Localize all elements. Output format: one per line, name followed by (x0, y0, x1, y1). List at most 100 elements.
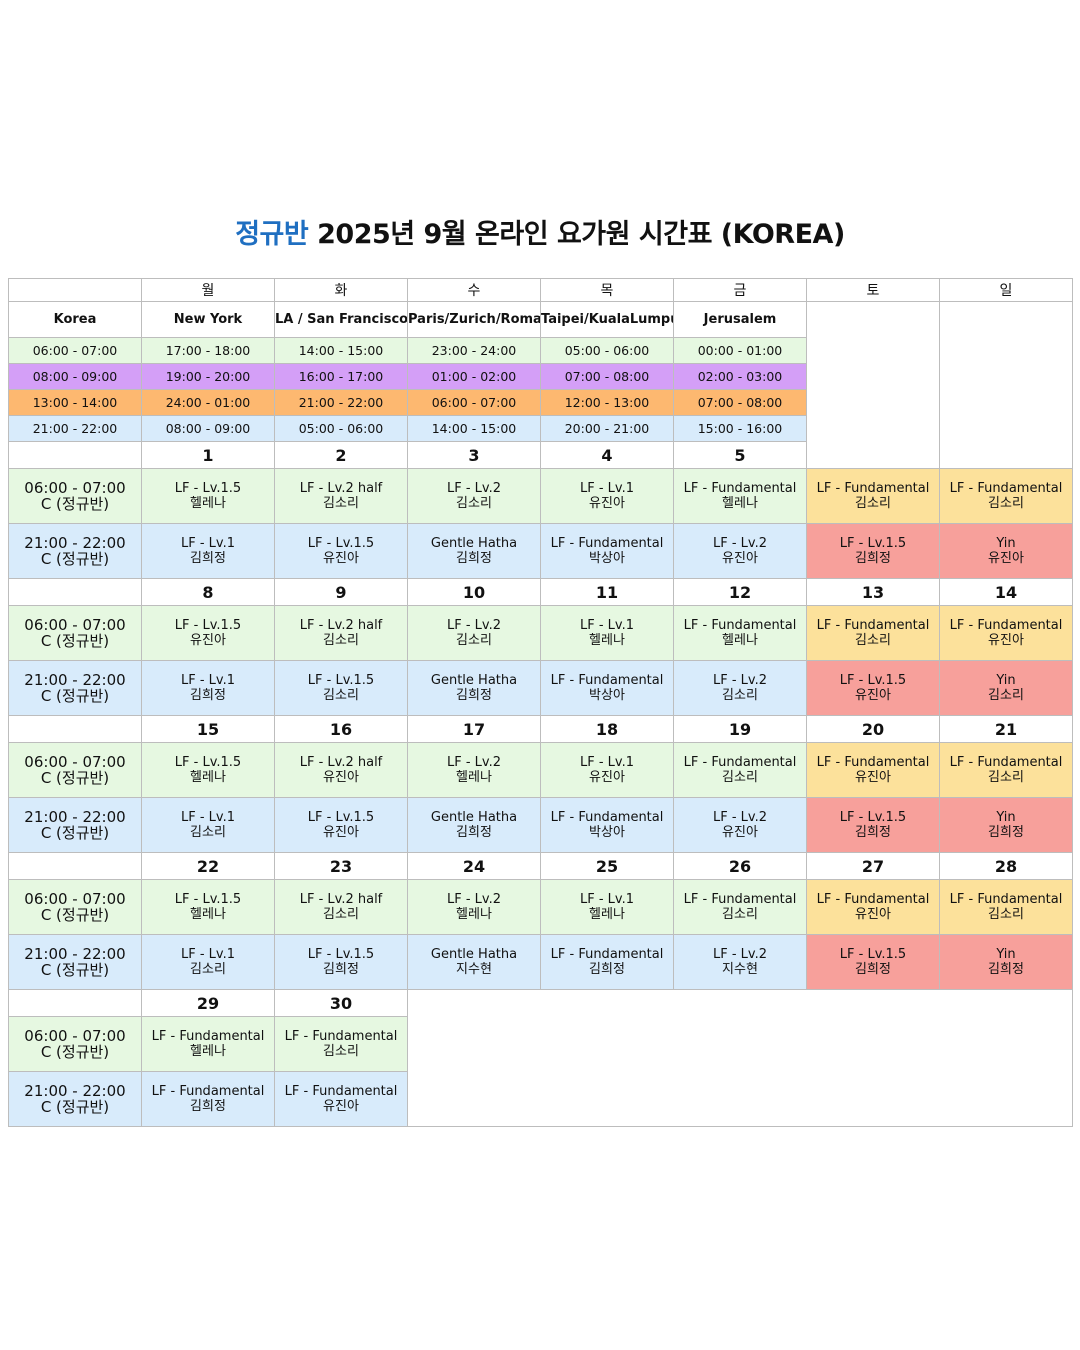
class-name: LF - Fundamental (683, 618, 797, 633)
date-number: 20 (806, 715, 940, 743)
instructor-name: 유진아 (323, 1099, 359, 1114)
date-number: 4 (540, 441, 674, 469)
class-cell: LF - Fundamental 김소리 (274, 1016, 408, 1072)
date-number: 10 (407, 578, 541, 606)
title-text: 2025년 9월 온라인 요가원 시간표 (KOREA) (308, 219, 845, 250)
instructor-name: 김소리 (190, 825, 226, 840)
date-number: 27 (806, 852, 940, 880)
corner-cell (8, 278, 142, 302)
instructor-name: 박상아 (589, 551, 625, 566)
instructor-name: 유진아 (323, 551, 359, 566)
timezone-cell: 07:00 - 08:00 (673, 389, 807, 416)
date-number: 17 (407, 715, 541, 743)
page-title: 정규반 2025년 9월 온라인 요가원 시간표 (KOREA) (0, 212, 1080, 251)
date-row: 8 9 10 11 12 13 14 (8, 578, 1073, 606)
date-number: 11 (540, 578, 674, 606)
morning-class-row: 06:00 - 07:00 C (정규반) LF - Lv.1.5 헬레나 LF - L… (8, 742, 1073, 798)
timezone-cell: 08:00 - 09:00 (8, 363, 142, 390)
class-name: LF - Fundamental (949, 755, 1063, 770)
weekday-label: 금 (673, 278, 807, 302)
date-number: 8 (141, 578, 275, 606)
class-cell: LF - Lv.1.5 유진아 (274, 523, 408, 579)
date-number: 25 (540, 852, 674, 880)
weekday-header-row: 월 화 수 목 금 토 일 (8, 278, 1073, 302)
date-number: 16 (274, 715, 408, 743)
class-cell: LF - Lv.1 유진아 (540, 468, 674, 524)
timezone-cell: 21:00 - 22:00 (274, 389, 408, 416)
instructor-name: 헬레나 (722, 633, 758, 648)
class-name: LF - Lv.1.5 (307, 673, 375, 688)
class-cell: LF - Lv.2 half 유진아 (274, 742, 408, 798)
timezone-cell: 14:00 - 15:00 (274, 337, 408, 364)
timezone-cell: 07:00 - 08:00 (540, 363, 674, 390)
instructor-name: 박상아 (589, 825, 625, 840)
weekday-label: 목 (540, 278, 674, 302)
class-name: LF - Lv.1.5 (307, 947, 375, 962)
instructor-name: 헬레나 (190, 907, 226, 922)
instructor-name: 김희정 (855, 962, 891, 977)
date-number: 28 (939, 852, 1073, 880)
class-name: LF - Lv.2 half (299, 618, 383, 633)
slot-label: C (정규반) (40, 1098, 110, 1116)
morning-class-row: 06:00 - 07:00 C (정규반) LF - Lv.1.5 헬레나 LF - L… (8, 468, 1073, 524)
timezone-cell: 23:00 - 24:00 (407, 337, 541, 364)
timezone-cell: 08:00 - 09:00 (141, 415, 275, 442)
instructor-name: 김소리 (323, 496, 359, 511)
instructor-name: 유진아 (855, 907, 891, 922)
class-cell: LF - Lv.2 half 김소리 (274, 468, 408, 524)
slot-time-cell: 21:00 - 22:00 C (정규반) (8, 934, 142, 990)
date-row: 15 16 17 18 19 20 21 (8, 715, 1073, 743)
city-header-row: Korea New York LA / San Francisco Paris/… (8, 301, 1073, 469)
date-number: 13 (806, 578, 940, 606)
class-name: LF - Lv.1.5 (839, 536, 907, 551)
class-name: Gentle Hatha (430, 536, 518, 551)
class-cell: LF - Lv.2 헬레나 (407, 879, 541, 935)
instructor-name: 김소리 (190, 962, 226, 977)
class-name: LF - Fundamental (683, 755, 797, 770)
instructor-name: 김소리 (323, 688, 359, 703)
slot-label: C (정규반) (40, 906, 110, 924)
class-name: LF - Lv.2 half (299, 481, 383, 496)
class-name: LF - Fundamental (949, 481, 1063, 496)
class-cell: LF - Fundamental 헬레나 (673, 605, 807, 661)
class-name: LF - Lv.1 (579, 618, 634, 633)
class-name: LF - Fundamental (683, 481, 797, 496)
slot-time-cell: 06:00 - 07:00 C (정규반) (8, 468, 142, 524)
date-number: 2 (274, 441, 408, 469)
instructor-name: 김희정 (456, 688, 492, 703)
class-name: LF - Lv.2 (712, 947, 767, 962)
slot-time-cell: 21:00 - 22:00 C (정규반) (8, 523, 142, 579)
instructor-name: 김소리 (456, 633, 492, 648)
class-cell: LF - Fundamental 김소리 (673, 742, 807, 798)
instructor-name: 김소리 (456, 496, 492, 511)
class-name: LF - Fundamental (151, 1029, 265, 1044)
date-corner (8, 852, 142, 880)
timezone-cell: 06:00 - 07:00 (407, 389, 541, 416)
timezone-cell: 24:00 - 01:00 (141, 389, 275, 416)
instructor-name: 김소리 (988, 770, 1024, 785)
slot-time-cell: 06:00 - 07:00 C (정규반) (8, 1016, 142, 1072)
evening-class-row: 21:00 - 22:00 C (정규반) LF - Lv.1 김소리 LF - Lv.… (8, 797, 1073, 853)
class-name: LF - Lv.1 (579, 755, 634, 770)
class-cell: LF - Lv.1.5 헬레나 (141, 468, 275, 524)
date-corner (8, 441, 142, 469)
date-number: 15 (141, 715, 275, 743)
class-cell: Yin 유진아 (939, 523, 1073, 579)
instructor-name: 김희정 (190, 1099, 226, 1114)
date-row: 29 30 (8, 989, 1073, 1127)
class-cell: LF - Lv.1.5 유진아 (806, 660, 940, 716)
slot-time: 06:00 - 07:00 (24, 753, 126, 771)
class-name: Yin (996, 810, 1016, 825)
class-name: LF - Fundamental (284, 1029, 398, 1044)
slot-label: C (정규반) (40, 1043, 110, 1061)
instructor-name: 유진아 (190, 633, 226, 648)
class-cell: Yin 김소리 (939, 660, 1073, 716)
slot-time-cell: 06:00 - 07:00 C (정규반) (8, 879, 142, 935)
instructor-name: 김희정 (855, 825, 891, 840)
evening-class-row: 21:00 - 22:00 C (정규반) LF - Lv.1 김소리 LF - Lv.… (8, 934, 1073, 990)
class-cell: Gentle Hatha 김희정 (407, 797, 541, 853)
class-cell: LF - Lv.2 김소리 (407, 605, 541, 661)
city-label: Taipei/KualaLumpur (540, 301, 674, 338)
timezone-cell: 02:00 - 03:00 (673, 363, 807, 390)
class-cell: LF - Fundamental 김희정 (141, 1071, 275, 1127)
